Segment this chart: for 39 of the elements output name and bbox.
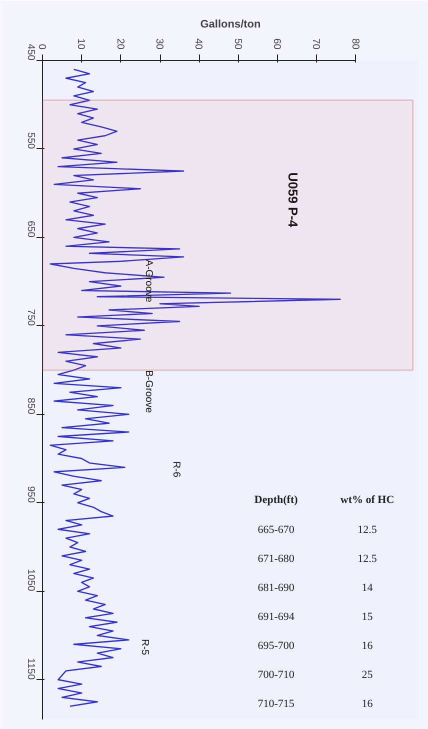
y-tick-label: 1150: [25, 658, 36, 680]
y-tick-label: 650: [25, 220, 36, 238]
y-tick-label: 850: [25, 398, 36, 415]
annotation: 665-670: [258, 524, 295, 536]
annotation: wt% of HC: [340, 494, 394, 506]
annotation: 681-690: [258, 582, 295, 594]
x-tick-label: 10: [75, 38, 86, 50]
x-tick-label: 80: [349, 38, 360, 50]
y-tick-label: 750: [25, 309, 36, 326]
annotation: R-5: [139, 639, 150, 656]
annotation: R-6: [170, 461, 182, 478]
y-tick-label: 950: [25, 486, 36, 504]
text: 15: [362, 611, 374, 624]
annotation: 671-680: [258, 553, 295, 566]
y-tick-label: 450: [25, 44, 36, 61]
text: 12.5: [358, 553, 378, 566]
text: 16: [362, 640, 374, 652]
annotation: 695-700: [258, 640, 295, 652]
text: 25: [362, 669, 374, 682]
x-tick-label: 60: [271, 38, 282, 50]
text: 16: [362, 698, 374, 710]
x-tick-label: 30: [154, 38, 164, 50]
x-tick-label: 0: [36, 44, 47, 50]
annotation: 691-694: [258, 611, 295, 624]
x-axis-title: Gallons/ton: [200, 18, 262, 30]
annotation: A-Groove: [143, 260, 154, 303]
y-tick-label: 550: [25, 132, 36, 150]
annotation: 710-715: [258, 698, 295, 710]
text: 12.5: [358, 524, 378, 536]
x-tick-label: 20: [114, 38, 126, 50]
annotation: 700-710: [258, 669, 295, 682]
x-tick-label: 50: [232, 38, 243, 50]
x-tick-label: 70: [310, 38, 322, 50]
band-label: U059 P-4: [286, 172, 301, 228]
annotation: B-Groove: [143, 370, 154, 414]
y-tick-label: 1050: [25, 568, 36, 592]
x-tick-label: 40: [192, 38, 204, 50]
annotation: Depth(ft): [254, 494, 298, 506]
text: 14: [362, 582, 374, 594]
